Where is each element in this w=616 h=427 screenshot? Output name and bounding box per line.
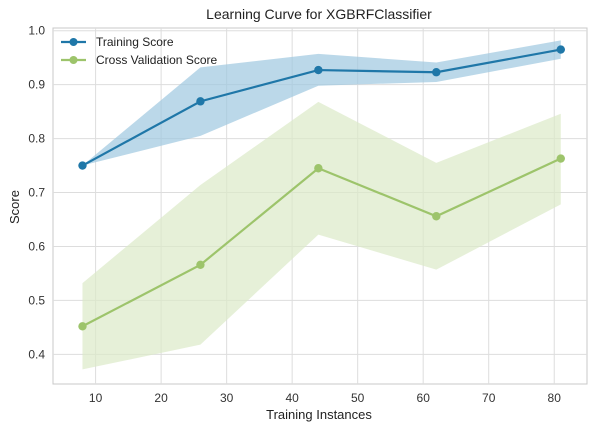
series-band-1	[82, 101, 561, 370]
y-tick-label: 0.7	[28, 186, 45, 200]
data-point	[314, 164, 323, 173]
data-point	[196, 260, 205, 269]
legend: Training Score Cross Validation Score	[61, 35, 217, 67]
data-point	[78, 161, 87, 170]
y-tick-label: 0.5	[28, 293, 45, 307]
legend-label-training: Training Score	[96, 35, 174, 49]
x-tick-label: 50	[351, 391, 365, 405]
x-tick-label: 20	[154, 391, 168, 405]
x-axis-ticks: 10 20 30 40 50 60 70 80	[89, 391, 561, 405]
y-tick-label: 0.6	[28, 239, 45, 253]
x-tick-label: 80	[548, 391, 562, 405]
data-point	[432, 212, 441, 221]
chart-title: Learning Curve for XGBRFClassifier	[206, 6, 432, 22]
data-point	[556, 45, 565, 54]
y-axis-label: Score	[7, 190, 22, 224]
data-point	[556, 154, 565, 163]
y-axis-ticks: 0.4 0.5 0.6 0.7 0.8 0.9 1.0	[28, 24, 45, 362]
y-tick-label: 0.9	[28, 78, 45, 92]
x-tick-label: 10	[89, 391, 103, 405]
legend-item-training: Training Score	[61, 35, 174, 49]
data-point	[432, 68, 441, 77]
legend-marker-cross-validation	[69, 56, 78, 64]
x-axis-label: Training Instances	[266, 407, 372, 422]
legend-label-cross-validation: Cross Validation Score	[96, 53, 217, 67]
legend-item-cross-validation: Cross Validation Score	[61, 53, 217, 67]
y-tick-label: 0.4	[28, 347, 45, 361]
y-tick-label: 0.8	[28, 132, 45, 146]
x-tick-label: 30	[220, 391, 234, 405]
data-point	[314, 65, 323, 75]
data-point	[196, 97, 205, 106]
series-points	[78, 45, 565, 331]
x-tick-label: 60	[417, 391, 431, 405]
y-tick-label: 1.0	[28, 24, 45, 38]
legend-marker-training	[69, 38, 78, 46]
x-tick-label: 40	[285, 391, 299, 405]
x-tick-label: 70	[482, 391, 496, 405]
data-point	[78, 322, 87, 331]
